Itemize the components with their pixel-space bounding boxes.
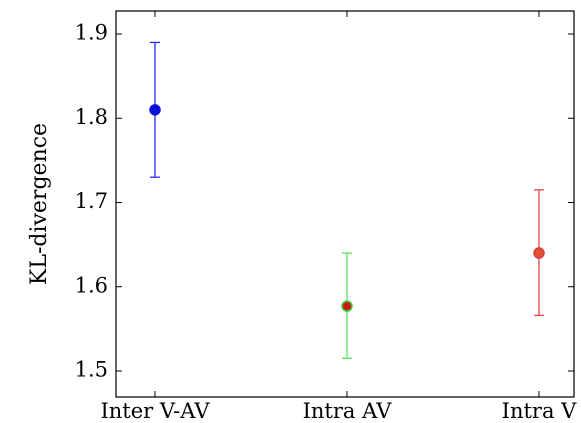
data-point-group	[149, 41, 161, 178]
y-tick-label: 1.7	[75, 189, 108, 213]
x-axis-ticks: Inter V-AV Intra AV Intra V	[100, 11, 577, 423]
y-tick-label: 1.5	[75, 358, 108, 382]
x-tick-label: Intra V	[502, 399, 577, 423]
y-tick-label: 1.9	[75, 21, 108, 45]
x-tick-label: Intra AV	[303, 399, 393, 423]
y-tick-label: 1.8	[75, 105, 108, 129]
data-points	[149, 41, 545, 360]
plot-frame	[115, 10, 575, 398]
data-point-marker	[341, 300, 353, 312]
data-point-marker	[149, 104, 161, 116]
y-axis-label: KL-divergence	[27, 123, 52, 285]
x-tick-label: Inter V-AV	[100, 399, 210, 423]
data-point-group	[341, 252, 353, 360]
data-point-marker	[533, 247, 545, 259]
data-point-group	[533, 189, 545, 317]
y-axis-ticks: 1.5 1.6 1.7 1.8 1.9	[75, 21, 574, 382]
y-tick-label: 1.6	[75, 273, 108, 297]
